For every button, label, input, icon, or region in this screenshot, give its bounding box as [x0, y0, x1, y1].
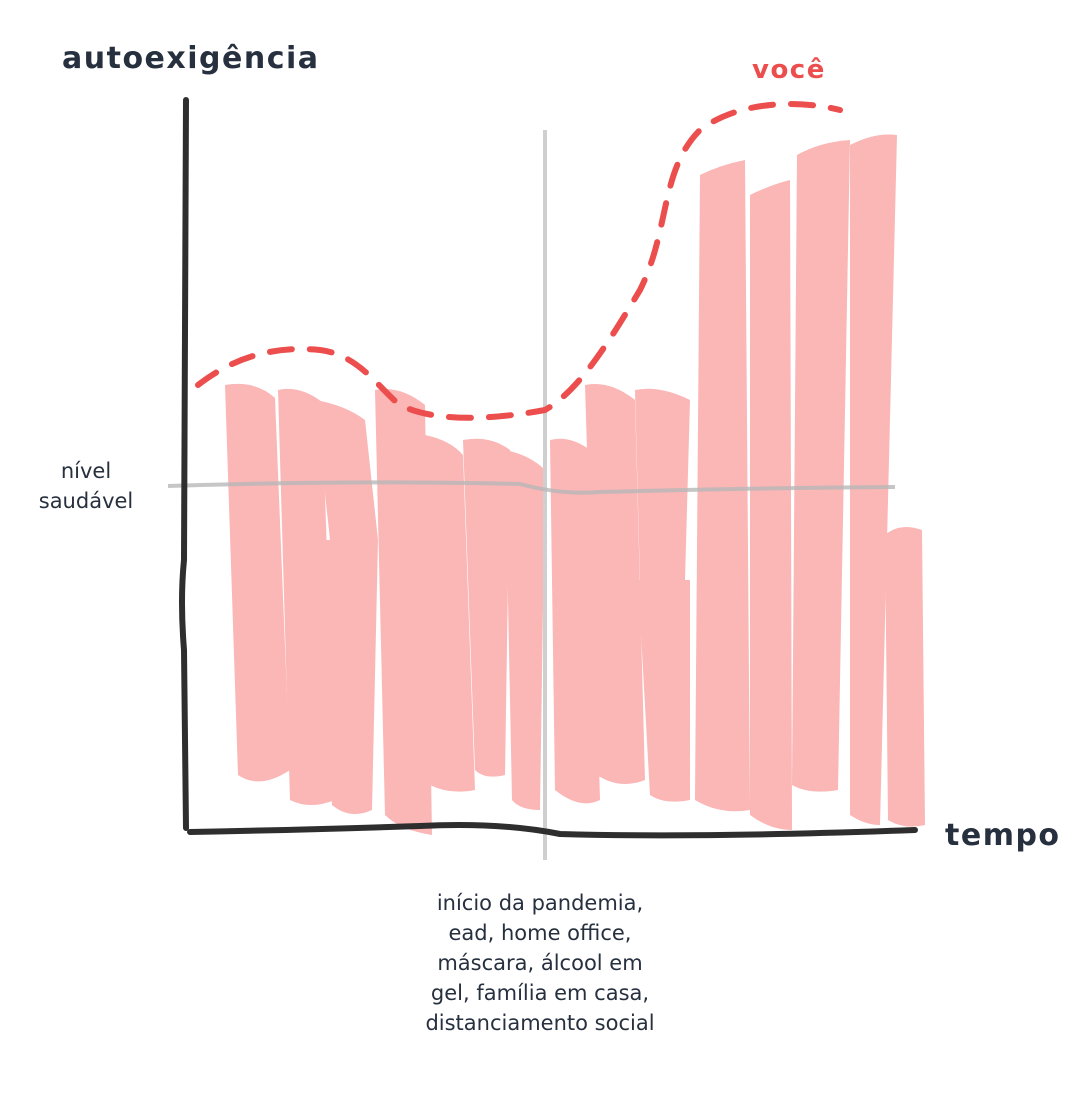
bars — [225, 134, 925, 835]
text-line: gel, família em casa, — [431, 981, 649, 1005]
x-axis-label: tempo — [945, 818, 1061, 853]
text-line: saudável — [39, 489, 134, 513]
text-line: distanciamento social — [425, 1011, 654, 1035]
x-axis — [187, 822, 918, 839]
y-axis-label: autoexigência — [62, 41, 320, 76]
text-line: nível — [61, 459, 111, 483]
curve-label: você — [752, 55, 826, 85]
self-demand-curve — [195, 101, 843, 421]
text-line: ead, home office, — [449, 921, 632, 945]
y-axis — [179, 97, 189, 831]
reference-label: nível saudável — [39, 459, 134, 513]
text-line: início da pandemia, — [437, 891, 643, 915]
healthy-line — [167, 480, 896, 495]
event-annotation: início da pandemia, ead, home office, másc… — [425, 891, 654, 1035]
text-line: máscara, álcool em — [437, 951, 642, 975]
